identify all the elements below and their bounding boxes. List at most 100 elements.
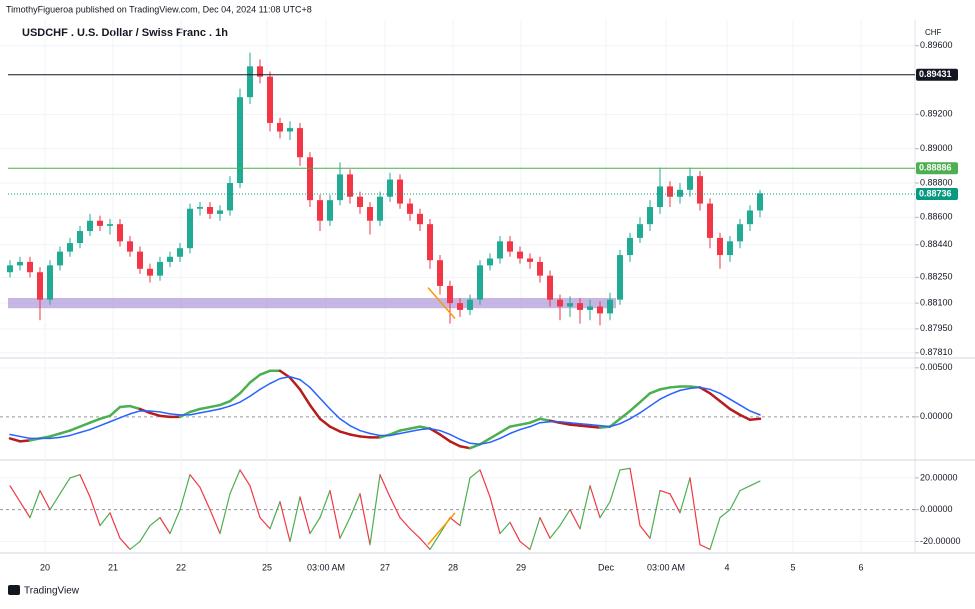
support-zone [8, 297, 616, 309]
series-segment [738, 413, 752, 422]
series-segment [8, 437, 22, 443]
series-segment [659, 393, 671, 400]
series-segment [669, 389, 681, 396]
candle-body [657, 186, 663, 208]
candle-body [607, 299, 613, 314]
series-segment [269, 501, 281, 530]
candle-body [267, 76, 273, 123]
series-segment [339, 517, 351, 539]
candle-body [17, 261, 23, 266]
candle-body [137, 251, 143, 269]
y-tick-label: 20.00000 [920, 472, 958, 482]
tradingview-logo [8, 585, 20, 595]
series-segment [389, 496, 401, 519]
series-segment [338, 430, 352, 436]
series-segment [449, 517, 461, 527]
series-segment [218, 399, 232, 407]
candle-body [547, 275, 553, 300]
series-segment [89, 424, 101, 431]
candle-body [457, 303, 463, 310]
series-segment [568, 423, 582, 427]
series-segment [668, 385, 682, 389]
x-tick-label: 03:00 AM [307, 562, 345, 572]
series-segment [669, 493, 681, 514]
y-tick-label: 0.89000 [920, 143, 953, 153]
candle-body [567, 303, 573, 307]
x-tick-label: 20 [40, 562, 50, 572]
x-tick-label: 03:00 AM [647, 562, 685, 572]
series-segment [469, 442, 481, 446]
series-segment [228, 392, 242, 403]
series-segment [699, 386, 711, 391]
footer-brand: TradingView [24, 586, 80, 597]
series-segment [258, 369, 272, 376]
series-segment [149, 410, 161, 413]
series-segment [679, 477, 691, 514]
candle-body [577, 303, 583, 310]
series-segment [169, 413, 181, 416]
series-segment [408, 425, 422, 430]
candle-body [47, 265, 53, 300]
candle-body [97, 220, 103, 226]
candle-body [477, 265, 483, 300]
series-segment [399, 430, 411, 435]
series-segment [409, 528, 421, 539]
series-segment [399, 517, 411, 530]
series-segment [18, 439, 32, 443]
candle-body [187, 208, 193, 249]
series-segment [398, 427, 412, 432]
series-segment [169, 509, 181, 535]
series-segment [89, 496, 101, 527]
candle-body [347, 174, 353, 197]
series-segment [749, 480, 761, 487]
series-segment [489, 496, 501, 535]
x-tick-label: 29 [516, 562, 526, 572]
series-segment [79, 428, 91, 434]
series-segment [209, 509, 221, 535]
series-segment [189, 412, 201, 416]
series-segment [189, 474, 201, 489]
candle-body [467, 299, 473, 310]
series-segment [479, 441, 491, 446]
series-segment [439, 429, 451, 436]
series-segment [659, 490, 671, 495]
series-segment [318, 417, 332, 428]
series-segment [488, 431, 502, 440]
series-segment [629, 467, 641, 527]
series-segment [219, 405, 231, 410]
series-segment [58, 429, 72, 435]
candle-body [127, 241, 133, 252]
series-segment [388, 429, 402, 436]
series-segment [59, 477, 71, 495]
candle-body [747, 210, 753, 225]
series-segment [9, 485, 21, 503]
series-segment [199, 410, 211, 414]
series-segment [608, 417, 622, 428]
series-segment [589, 423, 601, 427]
series-segment [149, 517, 161, 527]
candle-body [67, 243, 73, 252]
candle-body [757, 193, 763, 211]
series-segment [349, 493, 361, 519]
series-segment [419, 537, 431, 551]
series-segment [109, 512, 121, 539]
series-segment [208, 403, 222, 409]
series-segment [69, 474, 81, 479]
series-segment [369, 474, 381, 546]
candle-body [387, 179, 393, 197]
series-segment [459, 438, 471, 445]
series-segment [119, 413, 131, 419]
x-tick-label: Dec [598, 562, 615, 572]
series-segment [709, 388, 721, 395]
candle-body [527, 258, 533, 262]
series-segment [429, 532, 441, 551]
series-segment [198, 405, 212, 411]
series-segment [559, 420, 571, 424]
series-segment [59, 434, 71, 439]
series-segment [129, 410, 141, 415]
candle-body [297, 128, 303, 158]
series-segment [529, 421, 541, 428]
candle-body [207, 207, 213, 214]
series-segment [619, 467, 631, 471]
series-segment [9, 433, 21, 438]
